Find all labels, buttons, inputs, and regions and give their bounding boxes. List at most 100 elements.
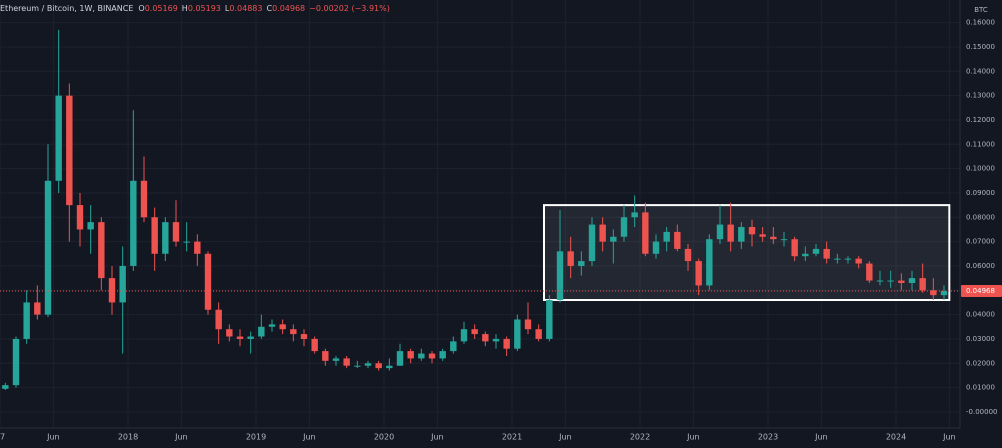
open-label: O	[138, 4, 144, 13]
candle-body	[290, 329, 297, 335]
x-tick-label: 2022	[630, 433, 650, 442]
candle-body	[194, 241, 201, 254]
candle-body	[599, 224, 606, 242]
x-tick-label: 2024	[886, 433, 906, 442]
candle-body	[183, 241, 190, 243]
candle-body	[87, 222, 94, 230]
x-tick-label: 2023	[758, 433, 778, 442]
close-label: C	[266, 4, 272, 13]
candle-body	[151, 217, 158, 254]
candle-body	[535, 329, 542, 339]
last-price-tag	[961, 285, 1002, 298]
currency: BTC	[974, 6, 988, 14]
candle-body	[428, 353, 436, 359]
candle-body	[119, 265, 126, 303]
candle-body	[620, 217, 628, 237]
x-tick-label: 17	[0, 433, 5, 442]
candle-body	[663, 231, 670, 242]
candle-body	[215, 309, 222, 330]
candle-body	[727, 224, 734, 242]
candle-body	[332, 358, 340, 361]
candle-body	[55, 95, 62, 181]
candle-body	[279, 324, 286, 330]
x-tick-label: Jun	[302, 433, 316, 442]
symbol: Ethereum / Bitcoin, 1W, BINANCE	[0, 4, 133, 13]
candle-body	[236, 336, 244, 339]
candle-body	[407, 351, 414, 359]
y-tick-label: 0.09000	[966, 189, 995, 197]
candle-body	[12, 338, 20, 386]
candle-body	[567, 251, 574, 266]
candle-body	[471, 329, 478, 335]
candle-body	[204, 253, 212, 310]
annotation-box	[543, 204, 951, 302]
candle-body	[823, 248, 830, 259]
y-tick-label: 0.01000	[966, 384, 995, 392]
candle-body	[396, 351, 404, 366]
change: −0.00202 (−3.91%)	[309, 4, 390, 13]
candle-body	[684, 248, 692, 262]
candle-body	[855, 258, 862, 264]
candle-body	[34, 302, 41, 315]
candle-body	[375, 363, 382, 369]
candle-body	[674, 231, 681, 249]
y-tick-label: -0.00000	[966, 408, 997, 416]
y-tick-label: 0.16000	[966, 19, 995, 27]
last-price-label: 0.04968	[966, 287, 995, 295]
candle-body	[300, 334, 308, 339]
candle-body	[578, 261, 585, 266]
open-value: 0.05169	[145, 4, 178, 13]
candle-body	[652, 241, 660, 254]
candle-body	[268, 324, 276, 327]
x-tick-label: 2019	[246, 433, 266, 442]
candle-body	[898, 280, 905, 283]
y-tick-label: 0.11000	[966, 140, 995, 148]
candle-body	[631, 212, 638, 218]
candle-body	[44, 180, 52, 315]
y-tick-label: 0.14000	[966, 67, 995, 75]
candle-body	[748, 227, 756, 235]
candle-body	[812, 248, 820, 254]
y-tick-label: 0.06000	[966, 262, 995, 270]
candle-body	[460, 329, 468, 342]
candle-body	[695, 261, 702, 286]
candle-body	[546, 300, 553, 339]
candle-body	[162, 222, 169, 254]
candle-body	[588, 224, 596, 262]
candle-body	[66, 95, 73, 206]
x-tick-label: 2020	[374, 433, 394, 442]
candle-body	[866, 263, 873, 281]
candle-body	[386, 365, 393, 369]
candle-body	[940, 291, 948, 296]
x-tick-label: Jun	[686, 433, 700, 442]
candle-body	[258, 326, 265, 337]
y-tick-label: 0.10000	[966, 165, 995, 173]
close-value: 0.04968	[272, 4, 305, 13]
candle-body	[908, 278, 916, 283]
candle-body	[418, 353, 425, 359]
low-label: L	[225, 4, 230, 13]
candle-body	[642, 212, 649, 254]
y-tick-label: 0.12000	[966, 116, 995, 124]
candle-body	[364, 363, 372, 366]
high-value: 0.05193	[188, 4, 221, 13]
y-tick-label: 0.03000	[966, 335, 995, 343]
candle-body	[98, 222, 105, 279]
candle-body	[610, 236, 617, 242]
candle-body	[930, 290, 937, 296]
candle-body	[887, 280, 894, 282]
candle-body	[130, 180, 137, 266]
candle-body	[876, 280, 884, 282]
x-tick-label: 2018	[118, 433, 138, 442]
x-tick-label: Jun	[430, 433, 444, 442]
candle-body	[108, 278, 116, 303]
candle-body	[247, 336, 254, 339]
y-tick-label: 0.04000	[966, 311, 995, 319]
candle-body	[802, 253, 809, 257]
x-tick-label: Jun	[814, 433, 828, 442]
candle-body	[343, 358, 350, 366]
candle-body	[172, 222, 180, 242]
candle-body	[503, 338, 510, 349]
candle-body	[919, 278, 926, 291]
candle-body	[2, 385, 9, 389]
